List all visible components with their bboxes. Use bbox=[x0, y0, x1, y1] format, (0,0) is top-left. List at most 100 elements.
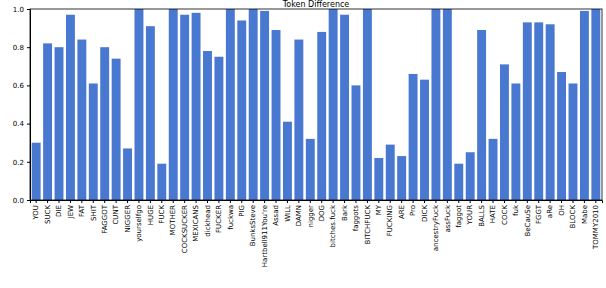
bar bbox=[249, 9, 258, 200]
x-tick: WILL bbox=[284, 200, 292, 222]
bar bbox=[352, 85, 361, 200]
y-tick: 0.4 bbox=[13, 120, 30, 128]
bar bbox=[397, 156, 406, 200]
bar bbox=[454, 164, 463, 200]
x-tick-mark bbox=[333, 200, 334, 203]
bar bbox=[237, 20, 246, 200]
x-tick-label: faggot bbox=[455, 205, 463, 228]
x-tick-mark bbox=[36, 200, 37, 203]
x-tick: TOMMY2010 bbox=[592, 200, 600, 250]
x-tick-label: MY bbox=[375, 204, 383, 215]
plot: 0.00.20.40.60.81.0YOUSUCKDIEJEWFATSHITFA… bbox=[13, 6, 603, 267]
bar bbox=[431, 9, 440, 200]
x-tick: DIE bbox=[55, 200, 63, 217]
bar bbox=[32, 143, 41, 200]
bar bbox=[420, 80, 429, 200]
bars bbox=[32, 9, 601, 200]
x-tick-mark bbox=[321, 200, 322, 203]
x-tick-mark bbox=[253, 200, 254, 203]
x-tick: Assad bbox=[272, 200, 280, 226]
x-tick-mark bbox=[378, 200, 379, 203]
x-tick-label: dickhead bbox=[204, 205, 212, 237]
y-tick-mark bbox=[27, 162, 30, 163]
x-tick: NIGGER bbox=[124, 200, 132, 232]
x-tick-label: bitches.fuck bbox=[329, 204, 337, 247]
x-tick-label: TOMMY2010 bbox=[592, 205, 600, 250]
bar bbox=[580, 11, 589, 200]
frame bbox=[30, 9, 602, 200]
x-tick-mark bbox=[584, 200, 585, 203]
y-tick-mark bbox=[27, 47, 30, 48]
x-tick: Hartbell911You're bbox=[261, 200, 269, 267]
x-tick: HATE bbox=[489, 200, 497, 223]
x-tick-mark bbox=[264, 200, 265, 203]
x-tick: CUNT bbox=[112, 200, 120, 225]
x-tick-label: DICK bbox=[421, 205, 429, 222]
x-tick: Bark bbox=[341, 200, 349, 221]
x-tick: DICK bbox=[421, 200, 429, 222]
x-tick: ARE bbox=[398, 200, 406, 219]
x-tick: HUGE bbox=[147, 200, 155, 225]
x-tick-mark bbox=[173, 200, 174, 203]
x-tick-label: BunksSteve bbox=[249, 205, 257, 246]
y-tick: 0.2 bbox=[13, 159, 30, 167]
y-axis-line bbox=[27, 10, 31, 201]
bar bbox=[112, 59, 121, 200]
bar bbox=[169, 9, 178, 200]
x-tick-mark bbox=[276, 200, 277, 203]
x-tick: MOTHER bbox=[169, 200, 177, 235]
x-tick-mark bbox=[127, 200, 128, 203]
x-tick: FUCKING bbox=[386, 200, 394, 236]
y-tick-label: 0.8 bbox=[13, 44, 24, 52]
x-tick-label: fuk bbox=[512, 204, 520, 216]
bar bbox=[546, 24, 555, 200]
x-tick-mark bbox=[241, 200, 242, 203]
x-tick-label: FUCK bbox=[158, 205, 166, 224]
bar bbox=[77, 40, 86, 200]
x-tick-label: yourselfgo bbox=[135, 205, 143, 242]
x-tick: faggot bbox=[455, 200, 463, 228]
bar bbox=[89, 83, 98, 200]
x-tick: FGGT bbox=[535, 200, 543, 224]
bar bbox=[123, 148, 132, 200]
x-tick-mark bbox=[298, 200, 299, 203]
bar bbox=[146, 26, 155, 200]
x-tick-label: SHIT bbox=[90, 204, 98, 221]
x-tick: nigger bbox=[307, 200, 315, 227]
y-tick-mark bbox=[27, 200, 30, 201]
bar bbox=[534, 22, 543, 200]
x-tick: dickhead bbox=[204, 200, 212, 237]
x-tick-label: Pro bbox=[409, 205, 417, 216]
x-tick: ancestryFuck bbox=[432, 200, 440, 251]
x-tick-label: PIG bbox=[238, 205, 246, 217]
x-tick-mark bbox=[207, 200, 208, 203]
y-tick-mark bbox=[27, 124, 30, 125]
x-tick-mark bbox=[447, 200, 448, 203]
bar bbox=[374, 158, 383, 200]
x-tick: YOUR bbox=[466, 200, 474, 225]
x-tick: OH bbox=[558, 200, 566, 216]
x-tick-mark bbox=[138, 200, 139, 203]
x-tick-mark bbox=[104, 200, 105, 203]
x-tick-label: Mabe bbox=[581, 205, 589, 224]
x-tick-label: nigger bbox=[307, 205, 315, 228]
x-tick: fuckwa bbox=[227, 200, 235, 230]
x-tick-label: aRe bbox=[546, 205, 554, 218]
x-tick: Mabe bbox=[581, 200, 589, 224]
bar bbox=[340, 15, 349, 200]
x-tick-mark bbox=[93, 200, 94, 203]
bar bbox=[66, 15, 75, 200]
x-tick: FAGGOT bbox=[101, 200, 109, 234]
x-tick-label: OH bbox=[558, 205, 566, 216]
bar bbox=[283, 122, 292, 200]
x-tick-mark bbox=[47, 200, 48, 203]
bar bbox=[409, 74, 418, 200]
x-tick-mark bbox=[550, 200, 551, 203]
x-tick-mark bbox=[161, 200, 162, 203]
x-tick-label: faggots bbox=[352, 205, 360, 232]
x-tick: DOG bbox=[318, 200, 326, 221]
x-tick-mark bbox=[572, 200, 573, 203]
x-tick-mark bbox=[184, 200, 185, 203]
x-tick-mark bbox=[595, 200, 596, 203]
y-axis: 0.00.20.40.60.81.0 bbox=[13, 6, 31, 205]
